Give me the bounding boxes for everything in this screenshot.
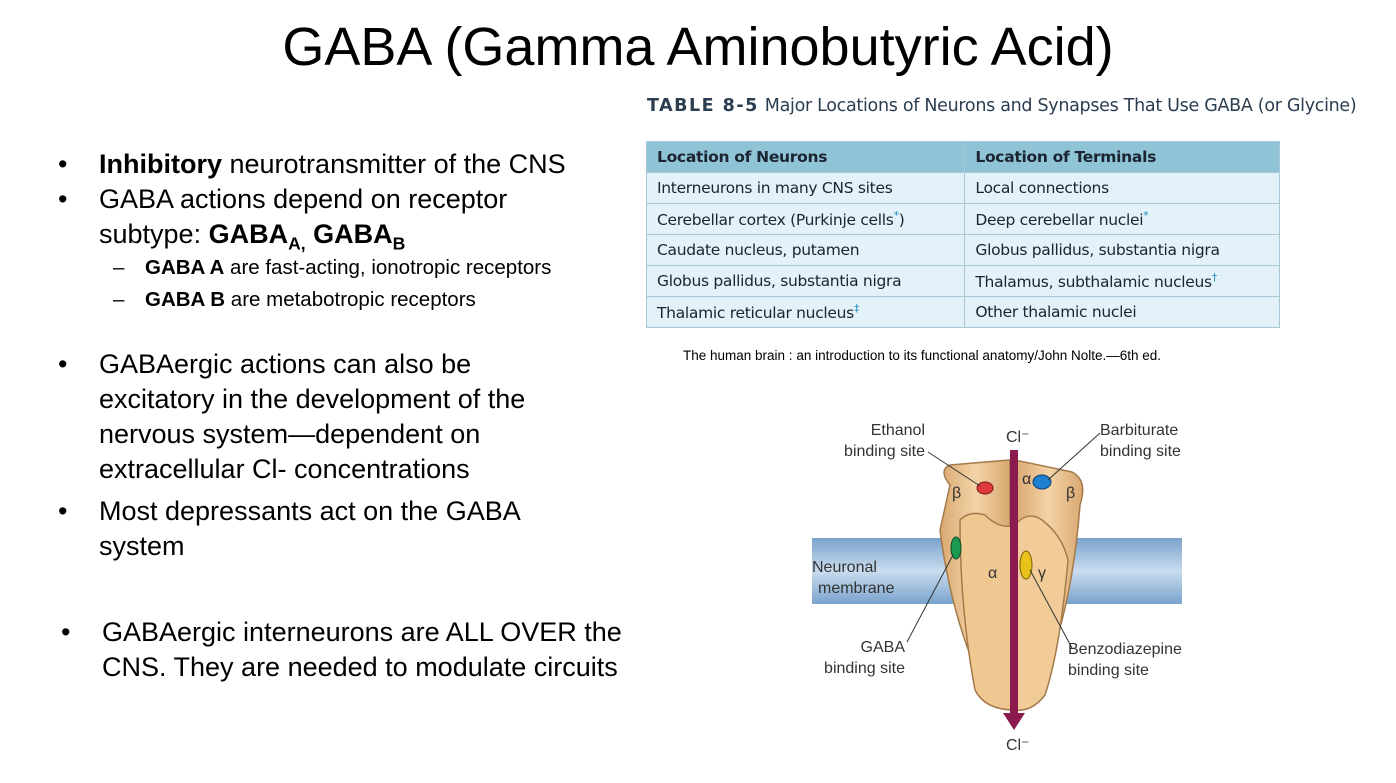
label-barbiturate-2: binding site <box>1100 443 1181 460</box>
cell-neurons: Thalamic reticular nucleus‡ <box>645 296 966 328</box>
label-benzodiazepine-2: binding site <box>1068 662 1149 679</box>
header-terminals: Location of Terminals <box>964 141 1280 173</box>
bullet-receptor-text: GABA actions depend on receptor subtype: <box>99 184 508 249</box>
table-number: TABLE 8-5 <box>647 96 759 116</box>
cell-neurons: Interneurons in many CNS sites <box>645 172 966 204</box>
bullet-inhibitory-bold: Inhibitory <box>99 149 222 179</box>
cell-neurons: Cerebellar cortex (Purkinje cells*) <box>645 203 966 235</box>
barbiturate-site <box>1032 474 1052 490</box>
table-row: Interneurons in many CNS sites Local con… <box>645 172 1280 204</box>
bullet-inhibitory: Inhibitory neurotransmitter of the CNS <box>58 147 598 182</box>
subbullet-gaba-b: GABA B are metabotropic receptors <box>99 284 598 316</box>
table-caption-text: Major Locations of Neurons and Synapses … <box>764 96 1357 116</box>
receptor-illustration: Ethanol binding site Barbiturate binding… <box>812 422 1182 754</box>
cell-terminals: Local connections <box>964 172 1280 204</box>
label-benzodiazepine-1: Benzodiazepine <box>1068 641 1182 658</box>
label-cl-top: Cl⁻ <box>1006 429 1030 446</box>
alpha-subunit-front <box>959 512 1016 711</box>
table-row: Cerebellar cortex (Purkinje cells*) Deep… <box>645 203 1280 235</box>
label-alpha-back: α <box>1022 471 1031 488</box>
leader-gaba <box>906 554 954 643</box>
label-beta-right: β <box>1066 485 1075 502</box>
bullet-inhibitory-text: neurotransmitter of the CNS <box>222 149 566 179</box>
label-beta-left: β <box>952 485 961 502</box>
cell-neurons: Caudate nucleus, putamen <box>645 234 966 266</box>
receptor-sublist: GABA A are fast-acting, ionotropic recep… <box>99 252 598 316</box>
cell-neurons: Globus pallidus, substantia nigra <box>645 265 966 297</box>
gamma-subunit-front <box>1014 515 1069 711</box>
label-barbiturate-1: Barbiturate <box>1100 422 1178 439</box>
subbullet-gaba-a: GABA A are fast-acting, ionotropic recep… <box>99 252 598 284</box>
table-row: Caudate nucleus, putamen Globus pallidus… <box>645 234 1280 266</box>
cell-terminals: Other thalamic nuclei <box>964 296 1280 328</box>
table-header-row: Location of Neurons Location of Terminal… <box>645 141 1280 173</box>
benzodiazepine-site <box>1019 550 1033 580</box>
slide-title: GABA (Gamma Aminobutyric Acid) <box>282 17 1114 77</box>
table-row: Globus pallidus, substantia nigra Thalam… <box>645 265 1280 297</box>
label-gaba-1: GABA <box>861 639 906 656</box>
ethanol-site <box>976 481 994 495</box>
bullet-interneurons: GABAergic interneurons are ALL OVER the … <box>61 615 641 685</box>
leader-ethanol <box>927 451 981 487</box>
leader-barbiturate <box>1047 432 1101 481</box>
gaba-a-label: GABAA, GABAB <box>208 219 406 254</box>
bullet-receptor-subtype: GABA actions depend on receptor subtype:… <box>58 182 598 316</box>
bullet-list-interneurons: GABAergic interneurons are ALL OVER the … <box>61 615 641 685</box>
label-membrane-2: membrane <box>818 580 895 597</box>
label-gaba-2: binding site <box>824 660 905 677</box>
label-ethanol-2: binding site <box>844 443 925 460</box>
gaba-locations-table: Location of Neurons Location of Terminal… <box>645 141 1280 328</box>
citation: The human brain : an introduction to its… <box>683 348 1162 363</box>
table-caption: TABLE 8-5 Major Locations of Neurons and … <box>647 96 1357 116</box>
gaba-site <box>950 536 962 560</box>
chloride-channel-arrow <box>1010 450 1018 715</box>
cell-terminals: Globus pallidus, substantia nigra <box>964 234 1280 266</box>
cell-terminals: Thalamus, subthalamic nucleus† <box>964 265 1280 297</box>
bullet-list-main: Inhibitory neurotransmitter of the CNS G… <box>58 147 598 316</box>
chloride-arrow-head <box>1003 713 1025 730</box>
table-row: Thalamic reticular nucleus‡ Other thalam… <box>645 296 1280 328</box>
header-neurons: Location of Neurons <box>645 141 966 173</box>
label-alpha-front: α <box>988 565 997 582</box>
cell-terminals: Deep cerebellar nuclei* <box>964 203 1280 235</box>
gaba-receptor-diagram: Ethanol binding site Barbiturate binding… <box>810 410 1190 783</box>
label-cl-bottom: Cl⁻ <box>1006 737 1030 754</box>
bullet-excitatory: GABAergic actions can also be excitatory… <box>58 347 578 487</box>
leader-benzodiazepine <box>1029 569 1073 649</box>
label-gamma: γ <box>1038 565 1046 582</box>
bullet-depressants: Most depressants act on the GABA system <box>58 494 578 564</box>
label-membrane-1: Neuronal <box>812 559 877 576</box>
label-ethanol-1: Ethanol <box>871 422 925 439</box>
bullet-list-secondary: GABAergic actions can also be excitatory… <box>58 347 578 564</box>
